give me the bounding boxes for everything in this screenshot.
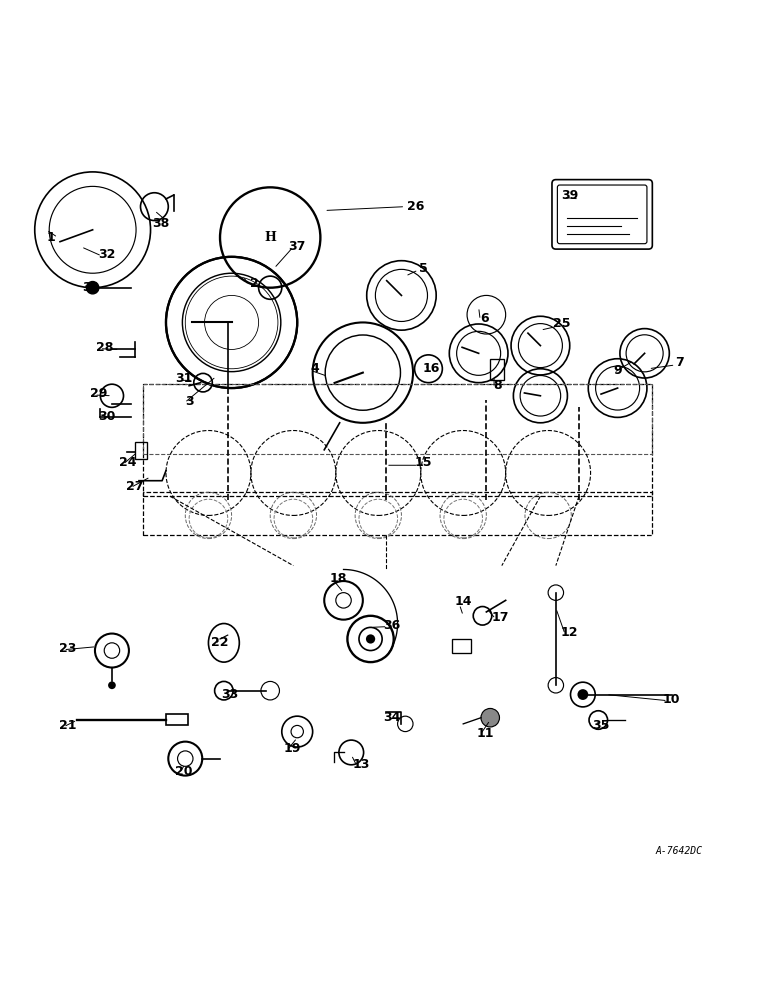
Text: 27: 27 <box>127 480 144 493</box>
Text: H: H <box>264 231 276 244</box>
Text: 12: 12 <box>561 626 578 639</box>
Text: 21: 21 <box>59 719 76 732</box>
Text: 35: 35 <box>592 719 609 732</box>
Text: 23: 23 <box>59 642 76 655</box>
Text: 2: 2 <box>250 277 259 290</box>
Bar <box>490 359 504 380</box>
Text: 3: 3 <box>185 395 194 408</box>
Text: 20: 20 <box>175 765 192 778</box>
Text: 19: 19 <box>283 742 300 755</box>
Bar <box>166 714 188 725</box>
Text: 30: 30 <box>98 410 115 423</box>
Bar <box>452 639 471 653</box>
Text: 28: 28 <box>96 341 113 354</box>
Text: 37: 37 <box>289 240 306 253</box>
Text: 32: 32 <box>98 248 115 261</box>
Text: 33: 33 <box>222 688 239 701</box>
Text: 22: 22 <box>212 636 229 649</box>
Bar <box>143 384 652 496</box>
Text: 9: 9 <box>613 364 622 377</box>
Text: 25: 25 <box>554 317 571 330</box>
Text: 38: 38 <box>152 217 169 230</box>
Text: 10: 10 <box>663 693 680 706</box>
Text: 1: 1 <box>46 231 56 244</box>
Circle shape <box>366 634 375 644</box>
Text: 39: 39 <box>561 189 578 202</box>
Text: 16: 16 <box>422 362 439 375</box>
Circle shape <box>108 681 116 689</box>
Bar <box>135 442 147 459</box>
Circle shape <box>577 689 588 700</box>
Circle shape <box>481 708 499 727</box>
Circle shape <box>86 282 99 294</box>
Bar <box>143 492 652 535</box>
Text: 7: 7 <box>675 356 684 369</box>
Text: 36: 36 <box>384 619 401 632</box>
Text: 14: 14 <box>455 595 472 608</box>
Text: 34: 34 <box>384 711 401 724</box>
Text: 24: 24 <box>119 456 136 469</box>
Text: 31: 31 <box>83 281 100 294</box>
Text: 13: 13 <box>353 758 370 771</box>
Text: 5: 5 <box>418 262 428 275</box>
Text: 18: 18 <box>330 572 347 585</box>
Text: 11: 11 <box>476 727 493 740</box>
Text: 31: 31 <box>175 372 192 385</box>
Text: 15: 15 <box>415 456 432 469</box>
Bar <box>143 384 652 454</box>
Text: 6: 6 <box>480 312 489 325</box>
Text: 29: 29 <box>90 387 107 400</box>
Text: 8: 8 <box>493 379 503 392</box>
Text: 4: 4 <box>310 362 320 375</box>
Text: 26: 26 <box>407 200 424 213</box>
Text: A-7642DC: A-7642DC <box>656 846 703 856</box>
Text: 17: 17 <box>492 611 509 624</box>
